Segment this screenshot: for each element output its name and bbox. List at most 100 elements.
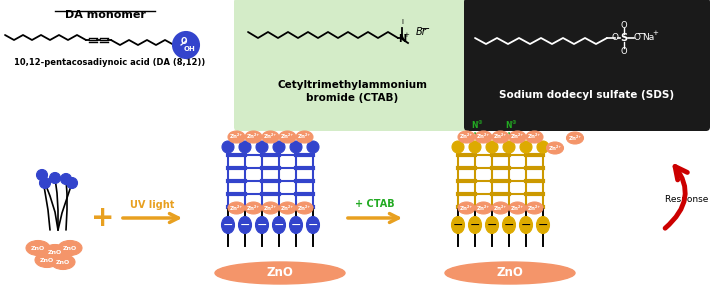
Ellipse shape	[492, 202, 509, 214]
Text: O: O	[181, 38, 187, 46]
Ellipse shape	[228, 131, 245, 143]
Ellipse shape	[296, 131, 313, 143]
Circle shape	[537, 141, 549, 153]
Text: Sodium dodecyl sulfate (SDS): Sodium dodecyl sulfate (SDS)	[499, 90, 674, 100]
Ellipse shape	[307, 217, 320, 233]
Ellipse shape	[520, 217, 532, 233]
Text: Zn²⁺: Zn²⁺	[230, 205, 243, 211]
Text: −: −	[421, 24, 431, 34]
Text: 10,12-pentacosadiynoic acid (DA (8,12)): 10,12-pentacosadiynoic acid (DA (8,12))	[14, 58, 206, 67]
Circle shape	[307, 141, 319, 153]
Text: Zn²⁺: Zn²⁺	[528, 205, 541, 211]
Circle shape	[486, 141, 498, 153]
Ellipse shape	[245, 202, 262, 214]
FancyArrowPatch shape	[348, 213, 398, 223]
Text: Zn²⁺: Zn²⁺	[511, 205, 524, 211]
Text: ZnO: ZnO	[48, 251, 62, 255]
Ellipse shape	[458, 131, 475, 143]
Text: −: −	[470, 219, 480, 231]
Text: ZnO: ZnO	[40, 258, 54, 264]
Circle shape	[290, 141, 302, 153]
Ellipse shape	[239, 217, 251, 233]
Text: Zn²⁺: Zn²⁺	[281, 135, 294, 139]
Text: Zn²⁺: Zn²⁺	[247, 205, 260, 211]
Ellipse shape	[245, 131, 262, 143]
Text: Zn²⁺: Zn²⁺	[511, 135, 524, 139]
Text: −: −	[504, 219, 514, 231]
Circle shape	[173, 32, 199, 58]
Text: ZnO: ZnO	[31, 247, 45, 251]
Circle shape	[520, 141, 532, 153]
Text: Zn²⁺: Zn²⁺	[298, 205, 311, 211]
FancyBboxPatch shape	[464, 0, 710, 131]
Ellipse shape	[279, 202, 296, 214]
Text: Zn²⁺: Zn²⁺	[264, 205, 277, 211]
Ellipse shape	[547, 142, 564, 154]
Ellipse shape	[503, 217, 515, 233]
Ellipse shape	[43, 245, 67, 260]
Ellipse shape	[458, 202, 475, 214]
Ellipse shape	[526, 131, 543, 143]
Circle shape	[60, 174, 72, 184]
Text: −: −	[537, 219, 548, 231]
Ellipse shape	[567, 132, 584, 144]
Text: Br: Br	[416, 27, 427, 37]
Text: ⊕: ⊕	[512, 119, 516, 125]
Text: Zn²⁺: Zn²⁺	[281, 205, 294, 211]
Text: Zn²⁺: Zn²⁺	[477, 205, 490, 211]
Ellipse shape	[273, 217, 285, 233]
Text: N: N	[506, 121, 512, 129]
Ellipse shape	[475, 202, 492, 214]
Text: −: −	[223, 219, 234, 231]
Text: Zn²⁺: Zn²⁺	[548, 146, 562, 150]
Ellipse shape	[228, 202, 245, 214]
Circle shape	[50, 172, 60, 184]
Text: ZnO: ZnO	[496, 266, 523, 280]
Text: −: −	[274, 219, 284, 231]
Circle shape	[239, 141, 251, 153]
Text: Zn²⁺: Zn²⁺	[477, 135, 490, 139]
FancyArrowPatch shape	[665, 166, 687, 228]
Text: N: N	[398, 34, 406, 44]
Ellipse shape	[35, 253, 59, 268]
Text: Zn²⁺: Zn²⁺	[298, 135, 311, 139]
Text: −: −	[307, 219, 318, 231]
Text: O: O	[621, 21, 628, 30]
Text: Response to: Response to	[665, 196, 710, 205]
FancyBboxPatch shape	[234, 0, 470, 131]
Ellipse shape	[222, 217, 234, 233]
Ellipse shape	[279, 131, 296, 143]
Text: Cetyltrimethylammonium
bromide (CTAB): Cetyltrimethylammonium bromide (CTAB)	[277, 80, 427, 103]
Circle shape	[36, 170, 48, 180]
Text: ZnO: ZnO	[266, 266, 293, 280]
Ellipse shape	[290, 217, 302, 233]
Circle shape	[256, 141, 268, 153]
Text: Zn²⁺: Zn²⁺	[528, 135, 541, 139]
Text: −: −	[453, 219, 463, 231]
Text: −: −	[487, 219, 497, 231]
Text: +: +	[403, 32, 409, 38]
Text: O: O	[633, 34, 640, 42]
Ellipse shape	[469, 217, 481, 233]
Circle shape	[222, 141, 234, 153]
Ellipse shape	[296, 202, 313, 214]
Text: Zn²⁺: Zn²⁺	[460, 205, 473, 211]
Text: Na: Na	[642, 32, 654, 42]
Ellipse shape	[509, 202, 526, 214]
Text: ZnO: ZnO	[56, 260, 70, 266]
Text: UV light: UV light	[130, 200, 174, 210]
Text: −: −	[257, 219, 267, 231]
Text: ⊕: ⊕	[478, 119, 482, 125]
Ellipse shape	[256, 217, 268, 233]
Text: −: −	[240, 219, 250, 231]
Circle shape	[469, 141, 481, 153]
Ellipse shape	[262, 131, 279, 143]
Ellipse shape	[475, 131, 492, 143]
Ellipse shape	[492, 131, 509, 143]
Text: +: +	[652, 30, 658, 36]
Ellipse shape	[51, 255, 75, 270]
Text: DA monomer: DA monomer	[65, 10, 146, 20]
Text: S: S	[621, 33, 628, 43]
Ellipse shape	[509, 131, 526, 143]
Text: −: −	[291, 219, 301, 231]
